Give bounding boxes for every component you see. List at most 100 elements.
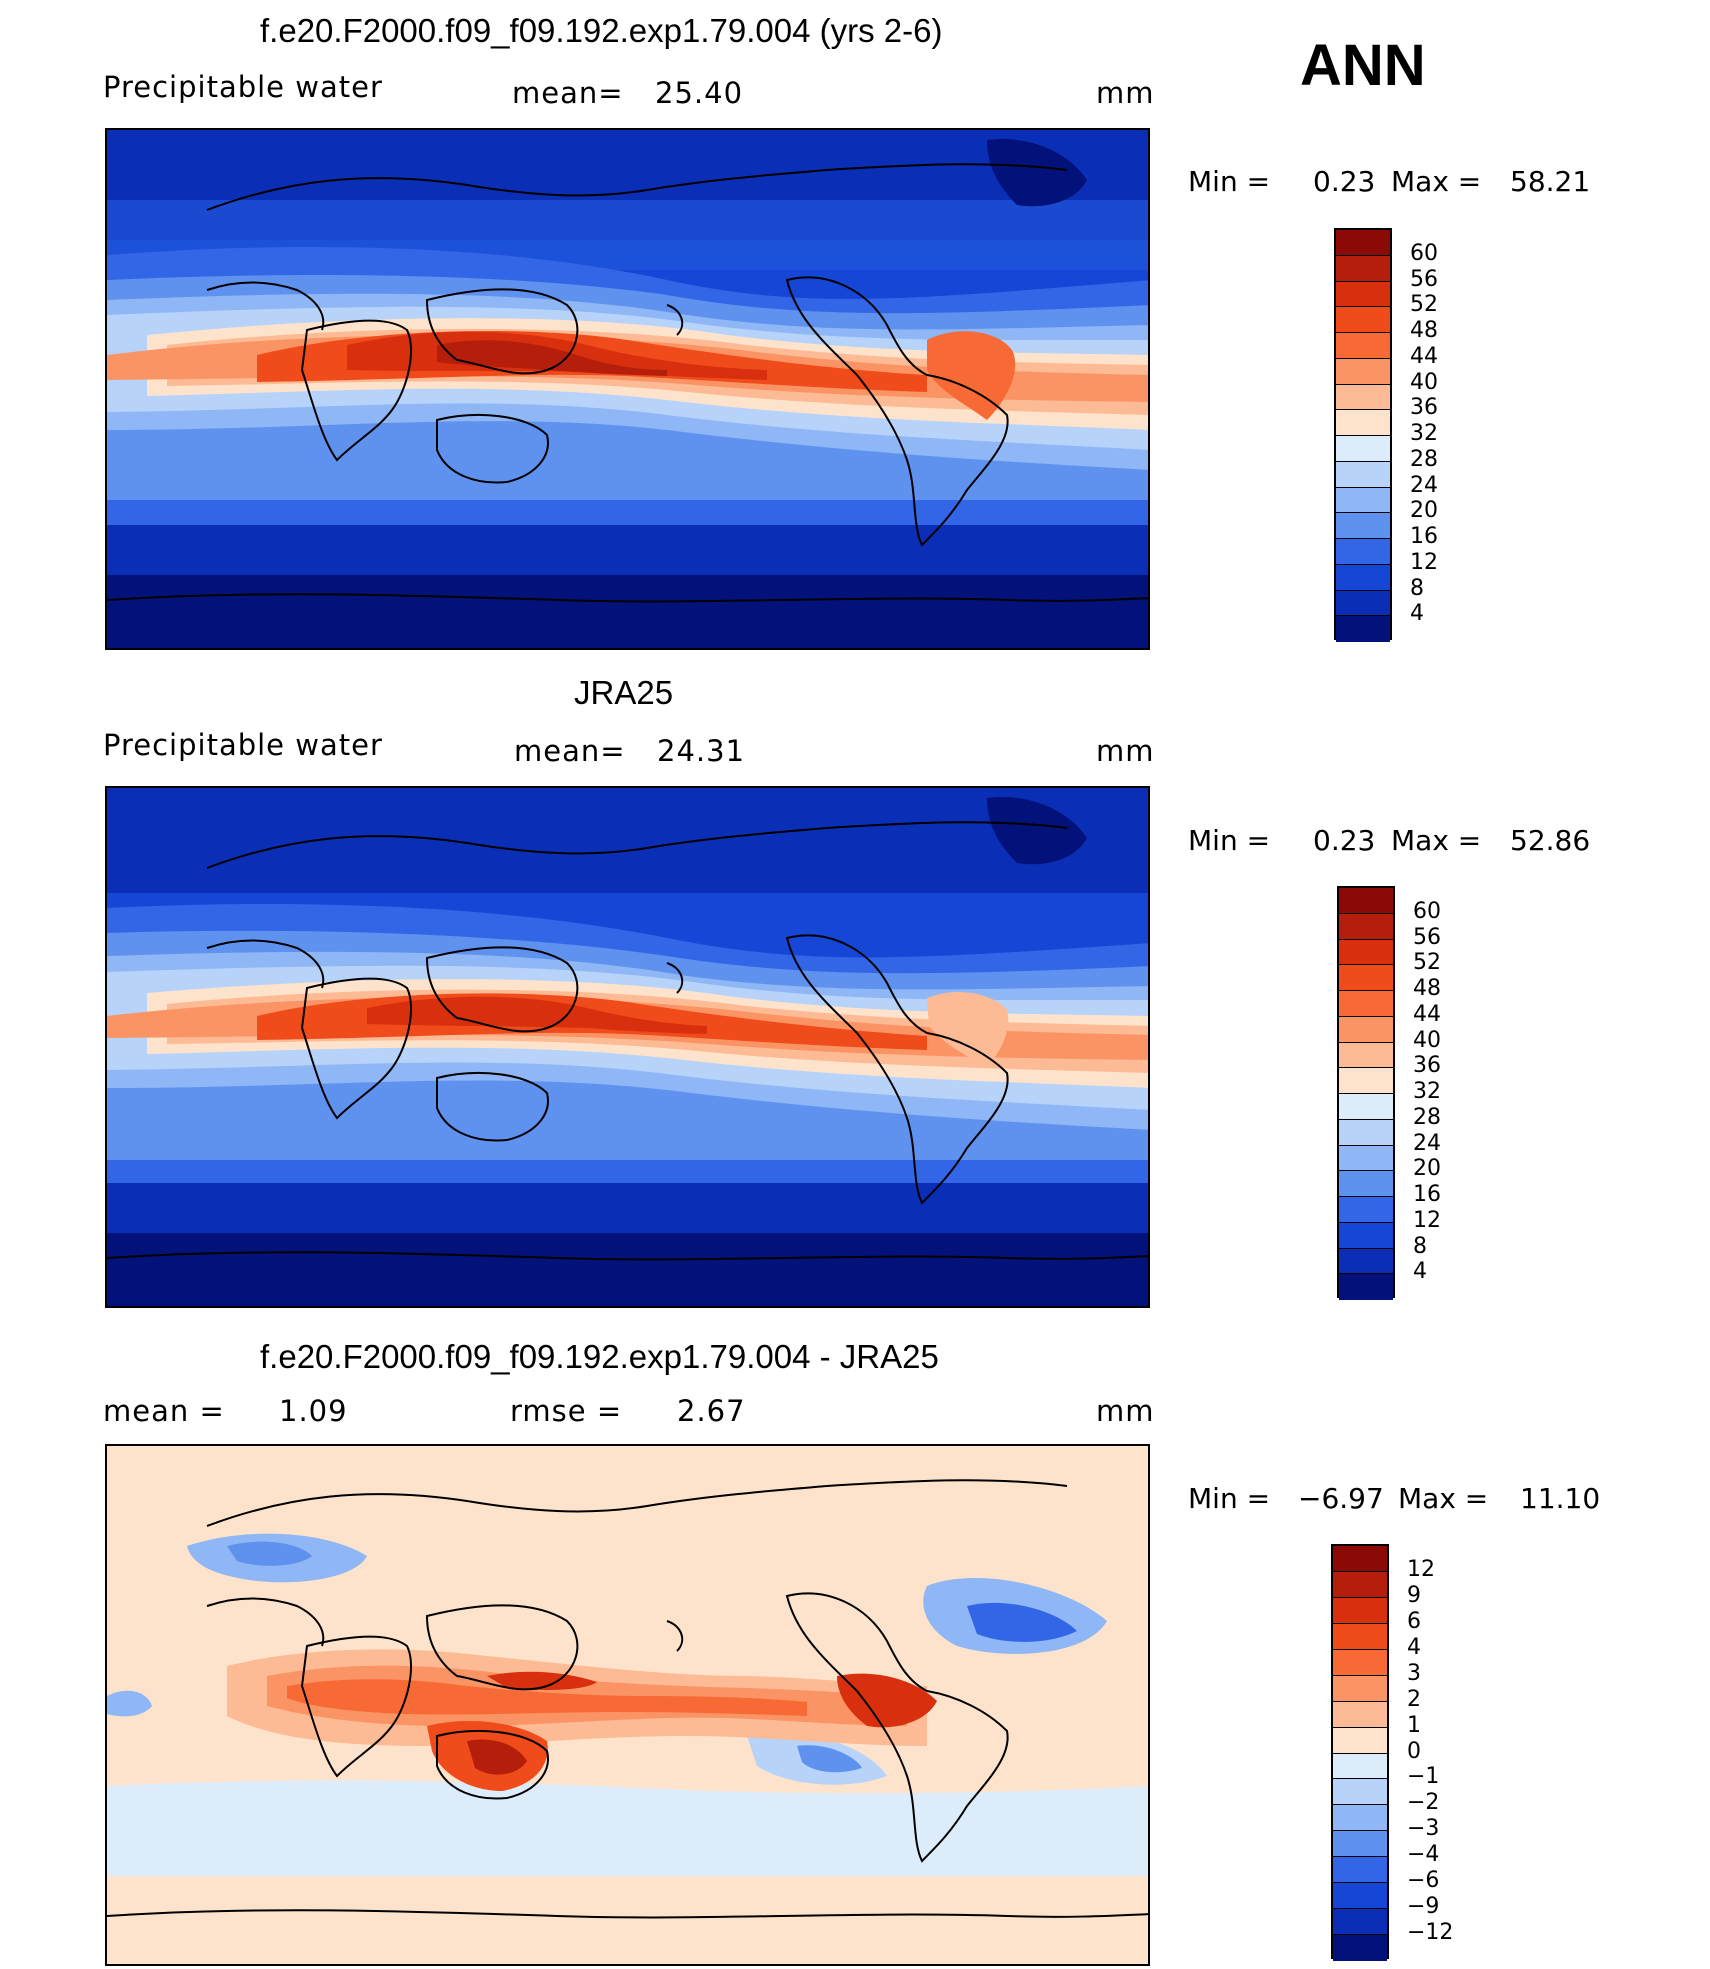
colorbar-tick-label: 56: [1413, 924, 1441, 950]
panel3-unit: mm: [1096, 1394, 1155, 1428]
colorbar-segment: [1333, 1571, 1387, 1598]
colorbar-tick-label: −4: [1407, 1842, 1440, 1868]
panel1-map-svg: [107, 130, 1148, 648]
colorbar-tick-label: 12: [1413, 1207, 1441, 1233]
panel2-mean-label: mean=: [514, 734, 626, 768]
colorbar-tick-label: 28: [1413, 1104, 1441, 1130]
colorbar-tick-label: 52: [1410, 292, 1438, 318]
colorbar-segment: [1336, 590, 1390, 617]
colorbar-segment: [1339, 939, 1393, 966]
colorbar-tick-label: 4: [1407, 1634, 1421, 1660]
colorbar-tick-label: 32: [1410, 421, 1438, 446]
colorbar-segment: [1339, 1042, 1393, 1069]
colorbar-tick-label: 48: [1413, 976, 1441, 1001]
panel3-title: f.e20.F2000.f09_f09.192.exp1.79.004 - JR…: [260, 1338, 939, 1375]
season-label: ANN: [1300, 33, 1426, 98]
panel3-max-value: 11.10: [1520, 1482, 1601, 1515]
colorbar-segment: [1336, 616, 1390, 642]
panel2-unit: mm: [1096, 734, 1155, 768]
colorbar-segment: [1336, 436, 1390, 462]
colorbar-tick-label: 32: [1413, 1079, 1441, 1104]
colorbar-segment: [1336, 307, 1390, 333]
colorbar-segment: [1339, 913, 1393, 940]
colorbar-tick-label: 40: [1410, 369, 1438, 395]
panel1-mean-label: mean=: [512, 76, 624, 110]
colorbar-tick-label: 16: [1410, 524, 1438, 549]
colorbar-segment: [1336, 461, 1390, 488]
panel1-map: [105, 128, 1150, 650]
panel3-map: [105, 1444, 1150, 1966]
colorbar-tick-label: 6: [1407, 1608, 1421, 1634]
colorbar-tick-label: −2: [1407, 1790, 1440, 1816]
panel3-map-svg: [107, 1446, 1148, 1964]
colorbar-segment: [1333, 1883, 1387, 1910]
colorbar-tick-label: 52: [1413, 950, 1441, 976]
colorbar-tick-label: 24: [1413, 1130, 1441, 1156]
colorbar-tick-label: 20: [1413, 1156, 1441, 1182]
colorbar-segment: [1336, 230, 1390, 256]
colorbar-segment: [1339, 1171, 1393, 1197]
colorbar-segment: [1333, 1857, 1387, 1884]
panel2-map: [105, 786, 1150, 1308]
colorbar-segment: [1333, 1831, 1387, 1858]
colorbar-tick-label: −1: [1407, 1764, 1440, 1790]
colorbar-segment: [1333, 1805, 1387, 1832]
colorbar-tick-label: −3: [1407, 1816, 1440, 1842]
colorbar-segment: [1339, 1222, 1393, 1249]
colorbar-segment: [1333, 1546, 1387, 1572]
colorbar-segment: [1336, 384, 1390, 411]
panel2-title: JRA25: [574, 674, 674, 711]
colorbar-segment: [1336, 513, 1390, 539]
panel3-colorbar: [1331, 1544, 1389, 1961]
panel1-title: f.e20.F2000.f09_f09.192.exp1.79.004 (yrs…: [260, 12, 943, 49]
panel3-max-label: Max =: [1398, 1482, 1489, 1515]
colorbar-segment: [1333, 1701, 1387, 1728]
colorbar-segment: [1336, 255, 1390, 282]
panel1-colorbar: [1334, 228, 1392, 642]
colorbar-tick-label: −6: [1407, 1868, 1440, 1894]
colorbar-segment: [1339, 965, 1393, 991]
colorbar-tick-label: 0: [1407, 1738, 1421, 1764]
colorbar-segment: [1339, 1248, 1393, 1275]
colorbar-tick-label: 4: [1413, 1259, 1427, 1285]
panel1-min-value: 0.23: [1313, 165, 1376, 198]
colorbar-tick-label: 44: [1410, 343, 1438, 369]
colorbar-segment: [1339, 1016, 1393, 1043]
panel3-rmse-value: 2.67: [677, 1394, 746, 1428]
colorbar-tick-label: 8: [1413, 1233, 1427, 1259]
colorbar-segment: [1336, 281, 1390, 308]
colorbar-segment: [1339, 1119, 1393, 1146]
colorbar-tick-label: 60: [1413, 898, 1441, 924]
colorbar-segment: [1339, 1274, 1393, 1300]
colorbar-segment: [1333, 1597, 1387, 1624]
colorbar-tick-label: 48: [1410, 318, 1438, 343]
panel3-rmse-label: rmse =: [510, 1394, 623, 1428]
panel3-min-label: Min =: [1188, 1482, 1271, 1515]
colorbar-segment: [1333, 1935, 1387, 1961]
colorbar-tick-label: 8: [1410, 575, 1424, 601]
colorbar-tick-label: 24: [1410, 472, 1438, 498]
panel1-variable-label: Precipitable water: [103, 70, 383, 104]
colorbar-tick-label: 60: [1410, 240, 1438, 266]
colorbar-tick-label: 36: [1410, 395, 1438, 421]
colorbar-segment: [1333, 1649, 1387, 1676]
colorbar-tick-label: 12: [1407, 1556, 1435, 1582]
panel3-min-value: −6.97: [1298, 1482, 1384, 1515]
colorbar-tick-label: 4: [1410, 601, 1424, 627]
colorbar-segment: [1333, 1727, 1387, 1754]
panel2-mean-value: 24.31: [657, 734, 746, 768]
panel2-colorbar: [1337, 886, 1395, 1300]
panel2-map-svg: [107, 788, 1148, 1306]
colorbar-tick-label: 16: [1413, 1182, 1441, 1207]
colorbar-tick-label: 3: [1407, 1660, 1421, 1686]
colorbar-tick-label: −9: [1407, 1894, 1440, 1920]
panel2-variable-label: Precipitable water: [103, 728, 383, 762]
panel1-max-label: Max =: [1391, 165, 1482, 198]
colorbar-segment: [1339, 1068, 1393, 1094]
panel2-max-value: 52.86: [1510, 824, 1591, 857]
panel2-max-label: Max =: [1391, 824, 1482, 857]
colorbar-tick-label: 44: [1413, 1001, 1441, 1027]
colorbar-tick-label: 2: [1407, 1686, 1421, 1712]
panel1-min-label: Min =: [1188, 165, 1271, 198]
colorbar-segment: [1336, 358, 1390, 385]
